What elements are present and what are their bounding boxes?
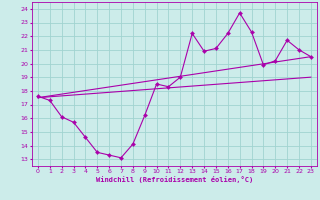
X-axis label: Windchill (Refroidissement éolien,°C): Windchill (Refroidissement éolien,°C) — [96, 176, 253, 183]
